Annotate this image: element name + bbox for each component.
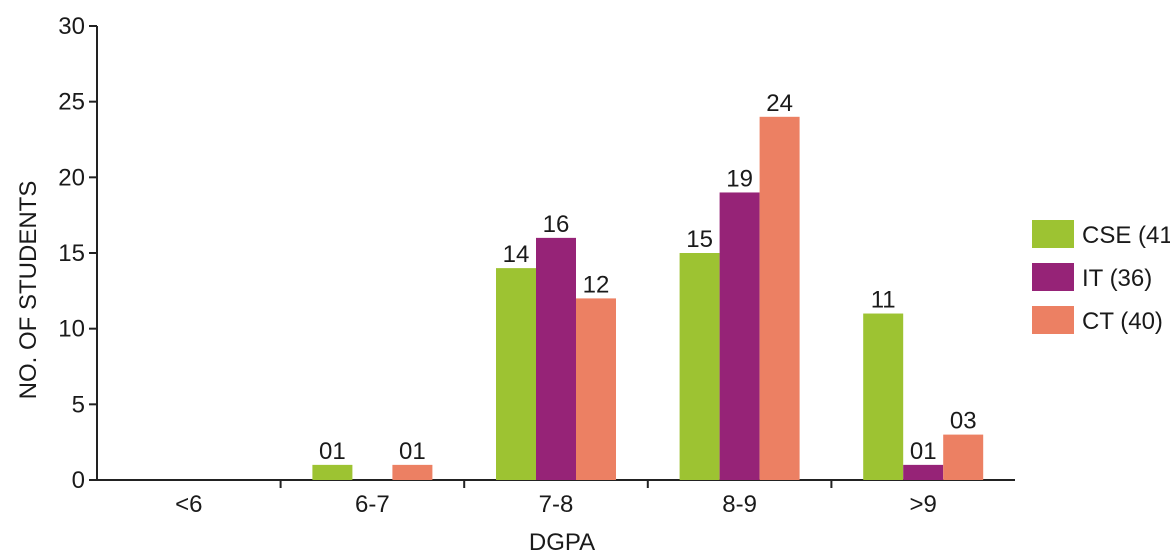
y-tick-label: 0	[72, 467, 85, 494]
y-axis-title: NO. OF STUDENTS	[15, 181, 42, 400]
y-tick-label: 10	[58, 316, 85, 343]
y-tick-label: 5	[72, 391, 85, 418]
bar	[679, 253, 720, 480]
x-tick-label: 8-9	[722, 491, 757, 518]
bar	[496, 268, 536, 480]
x-tick-label: 7-8	[539, 491, 574, 518]
legend-swatch	[1032, 263, 1074, 291]
bar	[863, 313, 904, 480]
legend: CSE (41) IT (36) CT (40)	[1032, 220, 1170, 335]
y-tick-label: 15	[58, 240, 85, 267]
data-label: 11	[871, 287, 896, 314]
bar	[536, 237, 576, 480]
data-label: 24	[766, 90, 793, 117]
data-label: 15	[686, 226, 713, 253]
legend-swatch	[1032, 220, 1074, 248]
data-label: 01	[910, 438, 937, 465]
bar	[943, 434, 984, 480]
data-label: 01	[399, 438, 426, 465]
y-axis: 0 5 10 15 20 25 30	[58, 13, 98, 494]
bar	[719, 192, 760, 480]
bar	[903, 464, 944, 480]
bar	[576, 298, 616, 480]
x-axis-title: DGPA	[529, 529, 595, 555]
data-label: 12	[583, 271, 610, 298]
y-tick-label: 25	[58, 89, 85, 116]
legend-label: CSE (41)	[1082, 222, 1170, 249]
y-tick-label: 30	[58, 13, 85, 40]
data-label: 19	[726, 165, 753, 192]
x-tick-label: <6	[175, 491, 202, 518]
legend-label: IT (36)	[1082, 265, 1152, 292]
bar	[312, 464, 353, 480]
y-tick-label: 20	[58, 164, 85, 191]
legend-swatch	[1032, 306, 1074, 334]
data-label: 14	[503, 241, 530, 268]
x-tick-label: 6-7	[355, 491, 390, 518]
data-label: 16	[543, 211, 570, 238]
x-tick-label: >9	[910, 491, 937, 518]
legend-label: CT (40)	[1082, 308, 1163, 335]
data-label: 01	[319, 438, 346, 465]
data-label: 03	[950, 408, 977, 435]
bars: 01 01 14 16 12 15 19 24 11 01 03	[312, 90, 984, 481]
x-axis: <6 6-7 7-8 8-9 >9	[97, 479, 1015, 518]
bar	[392, 464, 433, 480]
bar	[759, 116, 800, 481]
